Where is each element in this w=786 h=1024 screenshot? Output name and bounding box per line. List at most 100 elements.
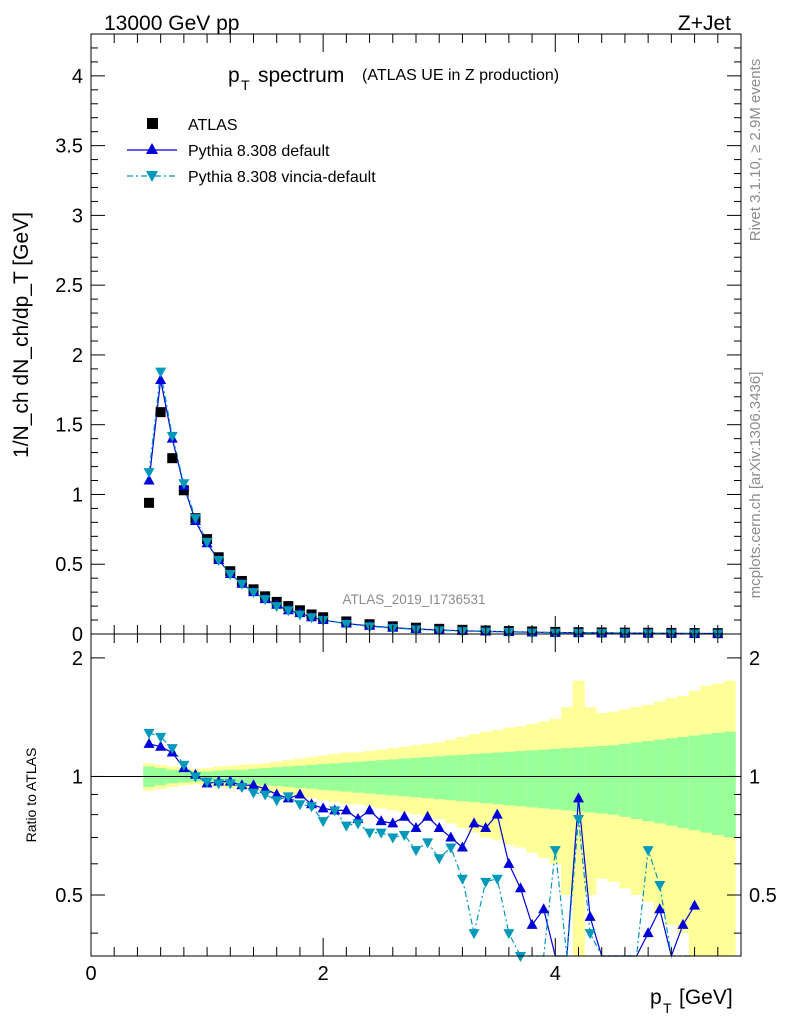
stat-band-bin <box>630 742 643 819</box>
vincia-ratio-point <box>514 952 526 962</box>
stat-band-bin <box>665 738 678 826</box>
stat-band-bin <box>375 760 388 795</box>
stat-band-bin <box>584 746 597 813</box>
vincia-point <box>224 570 236 580</box>
default-ratio-point <box>584 910 596 921</box>
default-ratio-point <box>468 817 480 828</box>
atlas-point <box>167 453 178 464</box>
stat-band-bin <box>653 739 667 824</box>
title-prefix: p <box>228 64 240 87</box>
process-label: Z+Jet <box>678 12 731 35</box>
vincia-ratio-point <box>294 800 306 811</box>
default-ratio-point <box>410 821 422 832</box>
vincia-ratio-point <box>236 783 248 794</box>
vincia-point <box>236 579 248 590</box>
mcplots-label: mcplots.cern.ch [arXiv:1306.3436] <box>747 372 764 599</box>
default-ratio-point <box>642 927 654 938</box>
vincia-ratio-point <box>503 929 515 940</box>
x-axis-label-subscript: T <box>663 1000 672 1016</box>
atlas-point <box>178 485 189 496</box>
stat-band-bin <box>537 749 550 809</box>
ratio-y-tick-label-left: 2 <box>72 648 83 670</box>
vincia-point <box>248 588 259 599</box>
default-ratio-point <box>654 903 666 914</box>
stat-band-bin <box>456 754 469 802</box>
default-ratio-point <box>503 857 515 868</box>
stat-band-bin <box>398 758 411 797</box>
default-ratio-point <box>398 810 410 821</box>
stat-band-bin <box>445 755 458 801</box>
stat-band-bin <box>468 754 481 803</box>
vincia-point <box>189 514 201 525</box>
ratio-y-tick-label-right: 0.5 <box>749 885 777 907</box>
stat-band-bin <box>503 751 516 806</box>
stat-band-bin <box>386 759 400 796</box>
default-ratio-point <box>422 810 434 821</box>
vincia-point <box>155 367 167 378</box>
top-y-tick-label: 1 <box>72 484 83 506</box>
vincia-ratio-point <box>259 790 271 801</box>
default-ratio-point <box>491 808 503 819</box>
default-ratio-point <box>317 802 329 813</box>
default-ratio-point <box>514 882 526 893</box>
vincia-ratio-point <box>387 833 399 844</box>
default-ratio-point <box>271 788 283 799</box>
vincia-ratio-point <box>642 846 654 857</box>
top-y-tick-label: 4 <box>72 66 83 88</box>
legend-default-label: Pythia 8.308 default <box>188 143 330 160</box>
vincia-ratio-point <box>248 788 259 799</box>
x-tick-label: 2 <box>318 963 329 985</box>
stat-band-bin <box>688 735 701 831</box>
stat-band-bin <box>340 762 353 792</box>
vincia-ratio-point <box>456 874 468 885</box>
vincia-ratio-point <box>282 792 294 803</box>
default-ratio-point <box>573 792 584 803</box>
default-ratio-point <box>677 918 689 929</box>
axis-ticks <box>90 34 741 956</box>
default-ratio-point <box>294 788 306 799</box>
vincia-point <box>271 602 283 613</box>
vincia-ratio-point <box>317 817 329 828</box>
vincia-ratio-point <box>398 831 410 842</box>
stat-band-bin <box>549 748 562 810</box>
energy-label: 13000 GeV pp <box>104 12 239 35</box>
vincia-point <box>143 468 155 479</box>
default-point <box>143 474 155 485</box>
stat-band-bin <box>514 751 527 807</box>
vincia-point <box>201 537 213 548</box>
plot-title: p T spectrum (ATLAS UE in Z production) <box>228 64 559 93</box>
default-ratio-point <box>259 782 271 793</box>
default-ratio-point <box>340 804 352 815</box>
vincia-ratio-point <box>375 828 387 839</box>
stat-band-bin <box>363 760 376 794</box>
x-tick-label: 4 <box>550 963 561 985</box>
stat-band-bin <box>421 757 434 799</box>
vincia-point <box>178 479 190 490</box>
default-ratio-point <box>155 740 167 751</box>
stat-band-bin <box>700 734 713 833</box>
stat-band-bin <box>595 745 609 814</box>
legend-default-marker-icon <box>146 143 158 154</box>
default-ratio-point <box>248 779 259 790</box>
top-y-tick-label: 0 <box>72 624 83 646</box>
top-y-tick-label: 2 <box>72 345 83 367</box>
atlas-point <box>155 407 166 418</box>
default-ratio-point <box>375 815 387 826</box>
vincia-ratio-point <box>654 881 666 892</box>
vincia-ratio-point <box>491 874 503 885</box>
title-subtitle: (ATLAS UE in Z production) <box>362 67 559 84</box>
vincia-ratio-point <box>573 814 584 825</box>
stat-band-bin <box>561 748 574 811</box>
vincia-point <box>306 613 318 624</box>
stat-band-bin <box>711 732 725 836</box>
stat-band-bin <box>352 761 365 793</box>
top-y-tick-label: 3 <box>72 205 83 227</box>
vincia-ratio-point <box>213 779 225 790</box>
vincia-point <box>294 610 306 621</box>
legend-vincia-marker-icon <box>146 171 158 182</box>
vincia-ratio-point <box>201 777 213 788</box>
vincia-point <box>340 619 352 630</box>
ratio-y-tick-label-right: 1 <box>749 766 760 788</box>
vincia-ratio-point <box>468 929 480 940</box>
vincia-curve <box>148 371 718 635</box>
